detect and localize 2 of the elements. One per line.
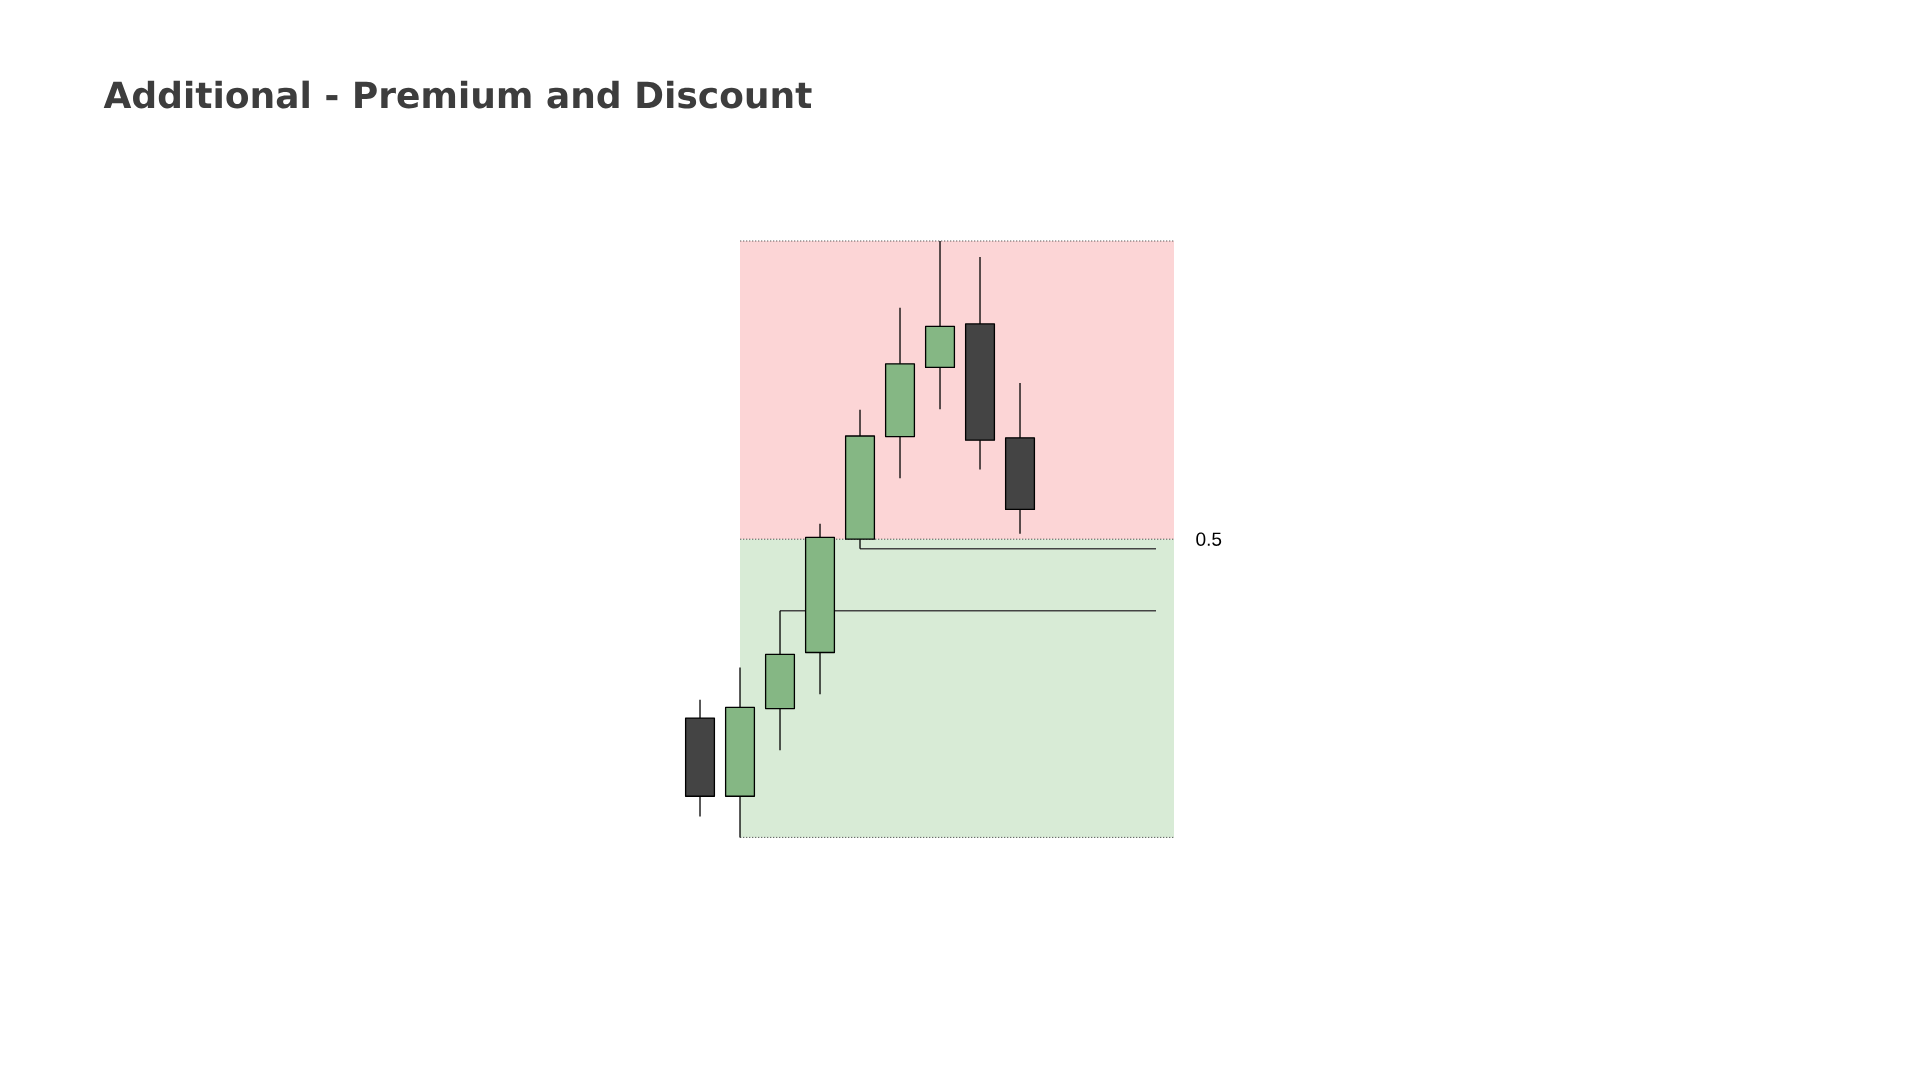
- ref-line-label: 0.5: [1196, 532, 1222, 546]
- chart-title: Additional - Premium and Discount: [103, 80, 812, 109]
